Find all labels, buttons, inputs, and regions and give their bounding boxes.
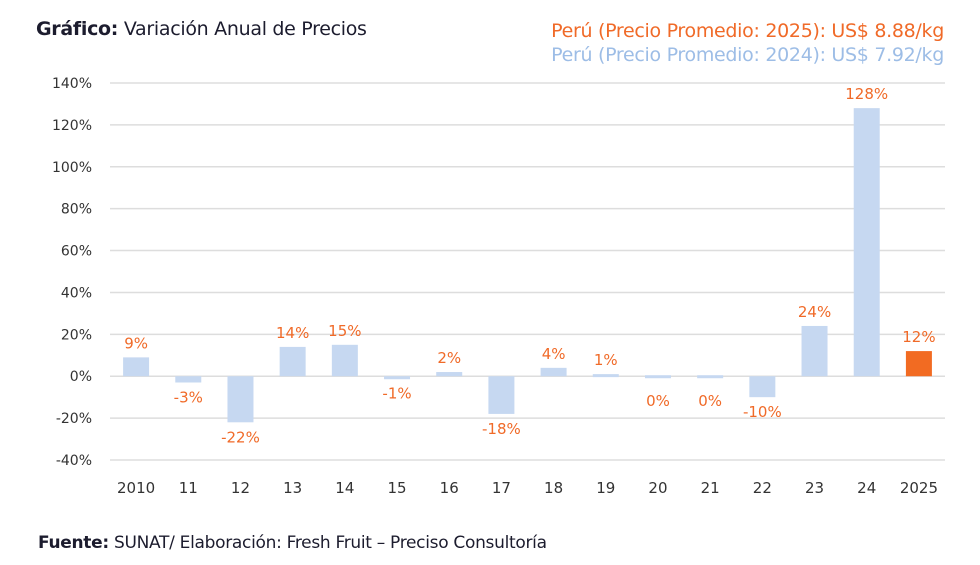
- bar: [123, 357, 150, 377]
- source-note: Fuente: SUNAT/ Elaboración: Fresh Fruit …: [38, 533, 547, 553]
- x-tick-label: 17: [492, 479, 511, 497]
- bar: [905, 351, 932, 377]
- data-label: -3%: [174, 389, 203, 407]
- data-label: -18%: [482, 420, 521, 438]
- bar: [279, 346, 306, 377]
- bar: [488, 376, 515, 414]
- x-tick-label: 14: [335, 479, 354, 497]
- data-label: 15%: [328, 322, 361, 340]
- y-tick-label: 100%: [52, 160, 92, 176]
- x-tick-label: 16: [440, 479, 459, 497]
- x-tick-label: 12: [231, 479, 250, 497]
- y-tick-label: 20%: [61, 327, 92, 343]
- bar: [749, 376, 776, 398]
- x-tick-label: 15: [387, 479, 406, 497]
- data-label: 128%: [845, 85, 888, 103]
- data-label: -10%: [743, 403, 782, 421]
- y-tick-label: 120%: [52, 118, 92, 134]
- data-label: 24%: [798, 303, 831, 321]
- data-label: 0%: [646, 392, 670, 410]
- y-tick-label: 80%: [61, 202, 92, 218]
- legend-2024: Perú (Precio Promedio: 2024): US$ 7.92/k…: [551, 44, 944, 66]
- x-tick-label: 23: [805, 479, 824, 497]
- y-tick-label: 40%: [61, 285, 92, 301]
- data-label: 14%: [276, 324, 309, 342]
- x-tick-label: 21: [701, 479, 720, 497]
- y-tick-label: -40%: [56, 453, 92, 469]
- y-tick-label: 0%: [70, 369, 92, 385]
- x-tick-label: 20: [648, 479, 667, 497]
- bar: [592, 374, 619, 378]
- bar: [227, 376, 254, 423]
- y-tick-label: 140%: [52, 76, 92, 92]
- data-label: 1%: [594, 351, 618, 369]
- bar: [175, 376, 202, 383]
- bar: [801, 325, 828, 377]
- bar: [331, 344, 358, 377]
- x-tick-label: 11: [179, 479, 198, 497]
- chart-title: Gráfico: Variación Anual de Precios: [36, 18, 367, 40]
- x-tick-label: 2025: [900, 479, 938, 497]
- x-tick-label: 24: [857, 479, 876, 497]
- bar: [644, 375, 671, 379]
- y-tick-label: 60%: [61, 244, 92, 260]
- bar: [436, 372, 463, 377]
- data-label: 4%: [542, 345, 566, 363]
- data-label: -22%: [221, 428, 260, 446]
- x-tick-label: 2010: [117, 479, 155, 497]
- x-tick-label: 18: [544, 479, 563, 497]
- data-label: 9%: [124, 334, 148, 352]
- legend-2025: Perú (Precio Promedio: 2025): US$ 8.88/k…: [551, 20, 944, 42]
- x-tick-label: 22: [753, 479, 772, 497]
- bar: [384, 376, 411, 380]
- x-tick-label: 13: [283, 479, 302, 497]
- data-label: 12%: [902, 328, 935, 346]
- bar: [853, 108, 880, 377]
- data-label: 0%: [698, 392, 722, 410]
- bar: [540, 367, 567, 377]
- data-label: 2%: [437, 349, 461, 367]
- data-label: -1%: [382, 384, 411, 402]
- x-tick-label: 19: [596, 479, 615, 497]
- y-tick-label: -20%: [56, 411, 92, 427]
- bar: [697, 375, 724, 379]
